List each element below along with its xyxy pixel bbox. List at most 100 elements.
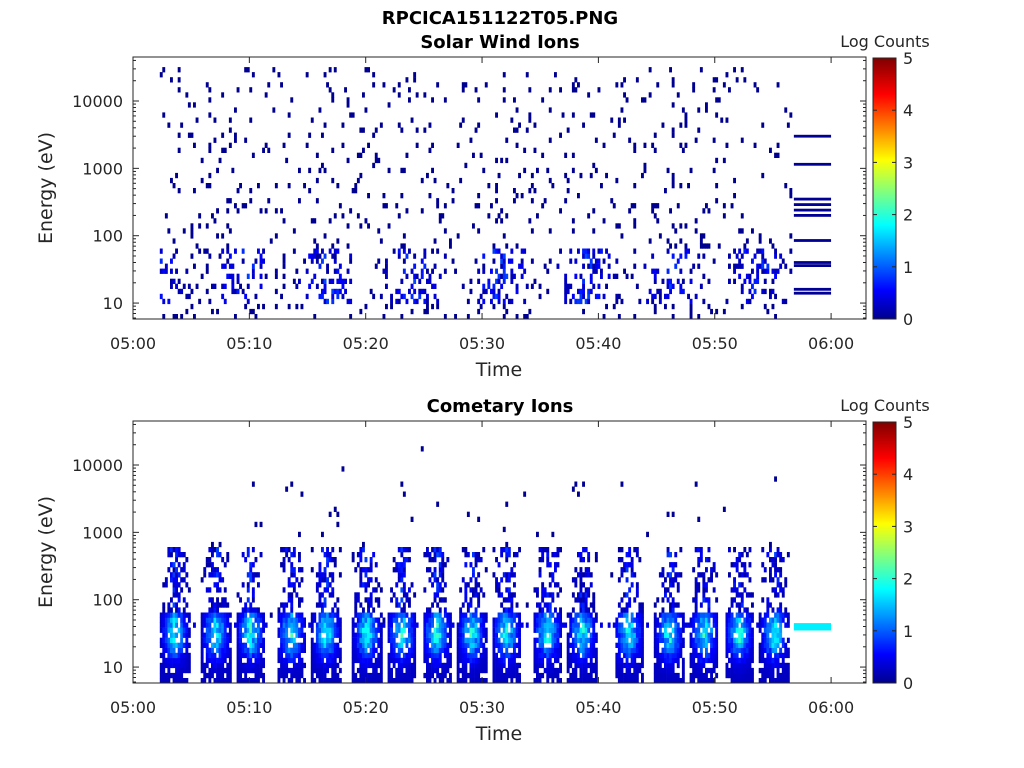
heatmap-cell bbox=[331, 672, 335, 679]
heatmap-cell bbox=[528, 112, 532, 118]
heatmap-cell bbox=[484, 632, 488, 638]
heatmap-cell bbox=[505, 157, 509, 164]
heatmap-cell bbox=[182, 577, 186, 583]
heatmap-cell bbox=[438, 562, 442, 568]
heatmap-cell bbox=[717, 243, 721, 249]
heatmap-cell bbox=[520, 248, 524, 254]
heatmap-cell bbox=[287, 657, 291, 664]
heatmap-cell bbox=[390, 587, 393, 593]
heatmap-cell bbox=[656, 82, 660, 88]
heatmap-cell bbox=[310, 253, 314, 259]
panel-title-solar-wind: Solar Wind Ions bbox=[420, 32, 579, 53]
heatmap-cell bbox=[426, 657, 429, 664]
heatmap-cell bbox=[466, 607, 470, 613]
heatmap-cell bbox=[428, 567, 432, 573]
heatmap-cell bbox=[382, 203, 386, 209]
heatmap-cell bbox=[500, 218, 504, 224]
heatmap-cell bbox=[259, 632, 263, 638]
heatmap-cell bbox=[236, 662, 240, 669]
heatmap-cell bbox=[351, 667, 355, 674]
heatmap-cell bbox=[331, 642, 335, 648]
heatmap-cell bbox=[379, 238, 383, 244]
heatmap-cell bbox=[175, 657, 178, 664]
heatmap-cell bbox=[469, 642, 473, 648]
heatmap-cell bbox=[402, 567, 406, 573]
heatmap-cell bbox=[625, 667, 629, 674]
heatmap-cell bbox=[733, 263, 736, 269]
heatmap-cell bbox=[469, 622, 473, 628]
heatmap-cell bbox=[533, 147, 537, 153]
heatmap-cell bbox=[722, 213, 726, 219]
heatmap-cell bbox=[328, 582, 332, 588]
heatmap-cell bbox=[589, 647, 593, 653]
heatmap-cell bbox=[464, 642, 468, 648]
heatmap-cell bbox=[633, 314, 637, 320]
heatmap-cell bbox=[410, 632, 414, 638]
heatmap-cell bbox=[720, 117, 724, 123]
heatmap-cell bbox=[280, 652, 283, 659]
heatmap-cell bbox=[359, 652, 363, 659]
heatmap-cell bbox=[607, 253, 611, 259]
heatmap-cell bbox=[164, 263, 168, 269]
heatmap-cell bbox=[177, 662, 181, 669]
heatmap-cell bbox=[246, 298, 250, 305]
heatmap-cell bbox=[331, 572, 335, 578]
heatmap-cell bbox=[331, 557, 335, 563]
heatmap-cell bbox=[779, 678, 783, 684]
heatmap-cell bbox=[241, 607, 245, 613]
heatmap-cell bbox=[771, 617, 775, 623]
colorbar-tick-label: 5 bbox=[903, 49, 913, 68]
heatmap-cell bbox=[597, 248, 601, 254]
heatmap-cell bbox=[487, 183, 491, 189]
heatmap-cell bbox=[505, 273, 509, 279]
heatmap-cell bbox=[223, 283, 227, 289]
heatmap-cell bbox=[771, 303, 775, 310]
heatmap-cell bbox=[502, 298, 506, 305]
heatmap-cell bbox=[236, 278, 240, 284]
heatmap-cell bbox=[466, 627, 470, 633]
heatmap-cell bbox=[666, 678, 670, 684]
heatmap-cell bbox=[779, 572, 783, 578]
heatmap-cell bbox=[661, 567, 665, 573]
heatmap-cell bbox=[774, 248, 777, 254]
heatmap-cell bbox=[464, 617, 468, 623]
heatmap-cell bbox=[392, 642, 396, 648]
heatmap-cell bbox=[382, 82, 386, 88]
heatmap-cell bbox=[715, 637, 719, 643]
heatmap-cell bbox=[653, 273, 657, 279]
heatmap-cell bbox=[515, 288, 519, 295]
heatmap-cell bbox=[584, 253, 588, 259]
heatmap-cell bbox=[420, 268, 424, 274]
heatmap-cell bbox=[459, 617, 463, 623]
heatmap-cell bbox=[310, 667, 314, 674]
heatmap-cell bbox=[292, 672, 296, 679]
heatmap-cell bbox=[566, 188, 570, 194]
heatmap-cell bbox=[282, 627, 286, 633]
heatmap-cell bbox=[385, 283, 388, 289]
heatmap-cell bbox=[231, 278, 235, 284]
heatmap-cell bbox=[594, 632, 598, 638]
heatmap-cell bbox=[397, 547, 401, 553]
heatmap-cell bbox=[459, 678, 463, 684]
heatmap-cell bbox=[525, 602, 529, 608]
heatmap-cell bbox=[410, 672, 414, 679]
heatmap-cell bbox=[525, 314, 529, 320]
heatmap-cell bbox=[543, 587, 547, 593]
heatmap-cell bbox=[185, 632, 189, 638]
heatmap-cell bbox=[295, 592, 299, 598]
heatmap-cell bbox=[513, 662, 516, 669]
heatmap-cell bbox=[282, 672, 286, 679]
colorbar-tick-label: 1 bbox=[903, 258, 913, 277]
heatmap-cell bbox=[331, 147, 335, 153]
heatmap-cell bbox=[689, 303, 693, 310]
heatmap-cell bbox=[728, 622, 731, 628]
heatmap-cell bbox=[221, 557, 225, 563]
heatmap-cell bbox=[477, 122, 481, 128]
heatmap-cell bbox=[236, 678, 240, 684]
heatmap-cell bbox=[441, 567, 445, 573]
heatmap-cell bbox=[648, 238, 652, 244]
heatmap-cell bbox=[587, 612, 591, 618]
heatmap-cell bbox=[748, 667, 752, 674]
heatmap-cell bbox=[262, 612, 265, 618]
